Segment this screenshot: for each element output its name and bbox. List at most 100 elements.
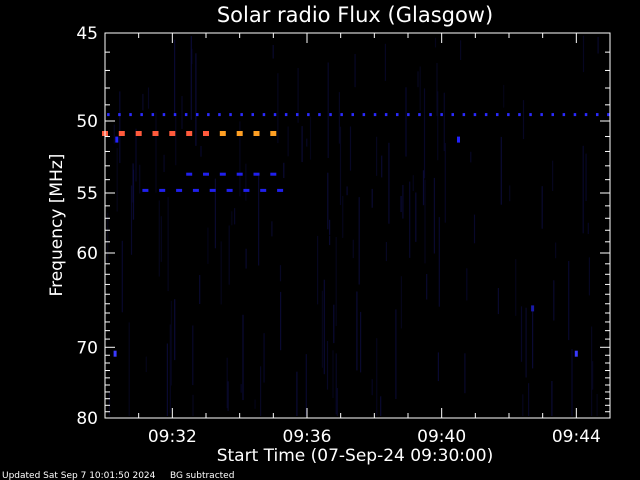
noise-streak (437, 91, 439, 161)
harmonic-band-2-mark (209, 188, 216, 192)
bg-subtracted-note: BG subtracted (170, 471, 234, 480)
noise-streak (588, 257, 590, 296)
persistent-band-mark (118, 113, 121, 117)
noise-streak (297, 68, 299, 123)
noise-streak (424, 179, 426, 264)
persistent-band-mark (262, 113, 266, 117)
noise-streak (317, 235, 319, 305)
y-tick-label: 50 (76, 112, 98, 132)
noise-streak (108, 392, 111, 416)
noise-streak (596, 394, 598, 416)
noise-streak (166, 343, 168, 416)
noise-streak (335, 237, 337, 326)
harmonic-band-mark (253, 172, 260, 176)
persistent-band-mark (218, 113, 221, 117)
noise-streak (515, 259, 517, 316)
noise-streak (158, 200, 160, 277)
noise-streak (228, 225, 230, 285)
noise-streak (163, 154, 165, 172)
harmonic-band-2-mark (260, 188, 267, 192)
noise-streak (231, 211, 233, 226)
persistent-band-mark (196, 113, 199, 117)
harmonic-band-2-mark (192, 188, 199, 192)
y-tick-label: 45 (76, 24, 98, 44)
noise-streak (422, 170, 425, 206)
noise-streak (525, 307, 527, 378)
noise-streak (279, 265, 282, 282)
noise-streak (240, 384, 242, 393)
noise-streak (333, 304, 335, 344)
noise-streak (326, 341, 329, 390)
noise-streak (417, 71, 419, 88)
noise-streak (376, 136, 378, 176)
noise-streak (409, 181, 411, 258)
persistent-band-mark (329, 113, 332, 117)
persistent-band-mark (584, 113, 588, 117)
burst-band-mark (186, 131, 193, 136)
burst-band-mark (169, 131, 176, 136)
noise-streak (327, 172, 329, 230)
noise-streak (349, 126, 352, 171)
spot-mark (531, 305, 535, 312)
persistent-band-mark (207, 113, 210, 117)
persistent-band-mark (184, 113, 188, 117)
noise-streak (190, 36, 192, 120)
x-tick-label: 09:36 (283, 427, 332, 447)
noise-streak (500, 136, 502, 205)
noise-streak (277, 73, 279, 144)
noise-streak (260, 366, 262, 416)
persistent-band-mark (529, 113, 532, 117)
persistent-band-mark (318, 113, 321, 117)
persistent-band-mark (240, 113, 243, 117)
harmonic-band-mark (203, 172, 209, 176)
noise-streak (597, 36, 599, 54)
noise-streak (263, 333, 265, 383)
y-tick-label: 60 (76, 244, 98, 264)
noise-streak (336, 388, 338, 416)
noise-streak (585, 153, 587, 201)
burst-band-mark (203, 131, 209, 136)
noise-streak (169, 324, 171, 414)
noise-streak (443, 92, 445, 152)
noise-streak (426, 274, 428, 300)
noise-streak (356, 291, 358, 371)
noise-streak (258, 176, 260, 266)
y-tick-label: 55 (76, 184, 98, 204)
x-tick-label: 09:40 (417, 427, 466, 447)
noise-streak (415, 192, 417, 242)
noise-streak (571, 349, 573, 416)
harmonic-band-mark (270, 172, 277, 176)
noise-streak (346, 186, 348, 196)
persistent-band-mark (129, 113, 132, 117)
harmonic-band-2-mark (277, 188, 284, 192)
y-tick-label: 70 (76, 338, 98, 358)
noise-streak (335, 353, 337, 415)
x-tick-label: 09:44 (552, 427, 601, 447)
harmonic-band-mark (186, 172, 193, 176)
x-axis-title: Start Time (07-Sep-24 09:30:00) (217, 446, 494, 466)
harmonic-band-2-mark (243, 188, 250, 192)
noise-streak (155, 112, 157, 193)
noise-streak (338, 92, 340, 144)
noise-streak (555, 242, 557, 259)
x-axis: 09:32 09:36 09:40 09:44 (104, 33, 611, 447)
noise-streak (167, 197, 169, 292)
persistent-band-mark (296, 113, 299, 117)
harmonic-band-mark (219, 172, 226, 176)
noise-streak (551, 381, 553, 416)
persistent-band-mark (473, 113, 477, 117)
persistent-band-mark (573, 113, 577, 117)
noise-streak (147, 87, 150, 109)
noise-streak (437, 352, 439, 382)
noise-streak (226, 357, 228, 409)
noise-streak (470, 151, 472, 163)
noise-streak (227, 381, 229, 411)
noise-streak (380, 396, 382, 416)
noise-streak (170, 300, 172, 386)
plot-frame (104, 32, 611, 419)
persistent-band-mark (396, 113, 399, 117)
noise-streak (181, 96, 183, 129)
persistent-band-mark (484, 113, 488, 117)
noise-streak (388, 142, 390, 224)
